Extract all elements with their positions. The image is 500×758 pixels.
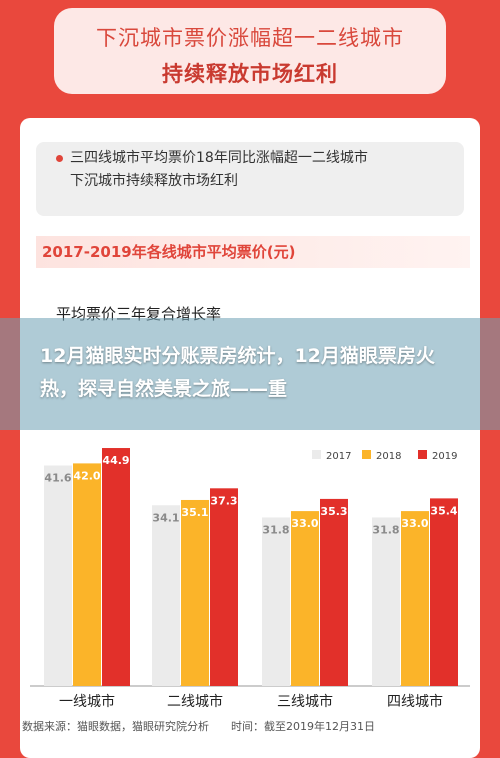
data-date: 时间：截至2019年12月31日 <box>231 720 375 733</box>
data-label-2018-1: 42.0 <box>73 469 100 482</box>
category-label-2: 二线城市 <box>167 693 223 710</box>
summary-line2: 下沉城市持续释放市场红利 <box>70 173 238 189</box>
banner-title-line2: 持续释放市场红利 <box>162 62 338 86</box>
legend-swatch-2018 <box>362 450 371 459</box>
bar-2019-2 <box>210 488 238 686</box>
data-label-2017-1: 41.6 <box>44 472 71 485</box>
section-title: 2017-2019年各线城市平均票价(元) <box>36 236 470 268</box>
data-label-2019-2: 37.3 <box>210 494 237 507</box>
category-label-1: 一线城市 <box>59 693 115 710</box>
bar-2017-2 <box>152 505 180 686</box>
category-label-3: 三线城市 <box>277 693 333 710</box>
data-label-2019-3: 35.3 <box>320 505 347 518</box>
bullet-icon <box>56 155 63 162</box>
header-banner: 下沉城市票价涨幅超一二线城市 持续释放市场红利 <box>54 8 446 94</box>
legend-swatch-2017 <box>312 450 321 459</box>
data-label-2018-3: 33.0 <box>291 517 318 530</box>
data-label-2018-4: 33.0 <box>401 517 428 530</box>
data-label-2017-4: 31.8 <box>372 523 399 536</box>
bar-2018-4 <box>401 511 429 686</box>
summary-note: 三四线城市平均票价18年同比涨幅超一二线城市 下沉城市持续释放市场红利 <box>36 142 464 216</box>
bar-2019-3 <box>320 498 348 686</box>
legend-label-2017: 2017 <box>326 451 351 462</box>
legend-label-2018: 2018 <box>376 451 401 462</box>
bar-2019-4 <box>430 498 458 686</box>
bar-2017-4 <box>372 517 400 686</box>
legend-label-2019: 2019 <box>432 451 457 462</box>
banner-title-line1: 下沉城市票价涨幅超一二线城市 <box>96 26 404 50</box>
bar-2017-3 <box>262 517 290 686</box>
bar-2017-1 <box>44 465 72 686</box>
bar-2018-1 <box>73 463 101 686</box>
overlay-title: 12月猫眼实时分账票房统计，12月猫眼票房火热，探寻自然美景之旅——重 <box>40 345 435 400</box>
bar-2019-1 <box>102 448 130 686</box>
data-label-2018-2: 35.1 <box>181 506 208 519</box>
data-source: 数据来源：猫眼数据，猫眼研究院分析 <box>22 720 209 733</box>
data-label-2017-3: 31.8 <box>262 523 289 536</box>
data-label-2017-2: 34.1 <box>152 511 179 524</box>
data-label-2019-1: 44.9 <box>102 454 129 467</box>
legend-swatch-2019 <box>418 450 427 459</box>
category-label-4: 四线城市 <box>387 693 443 710</box>
summary-line1: 三四线城市平均票价18年同比涨幅超一二线城市 <box>70 150 368 166</box>
bar-2018-2 <box>181 499 209 686</box>
overlay-banner: 12月猫眼实时分账票房统计，12月猫眼票房火热，探寻自然美景之旅——重 <box>0 318 500 430</box>
bar-2018-3 <box>291 511 319 686</box>
data-label-2019-4: 35.4 <box>430 504 457 517</box>
